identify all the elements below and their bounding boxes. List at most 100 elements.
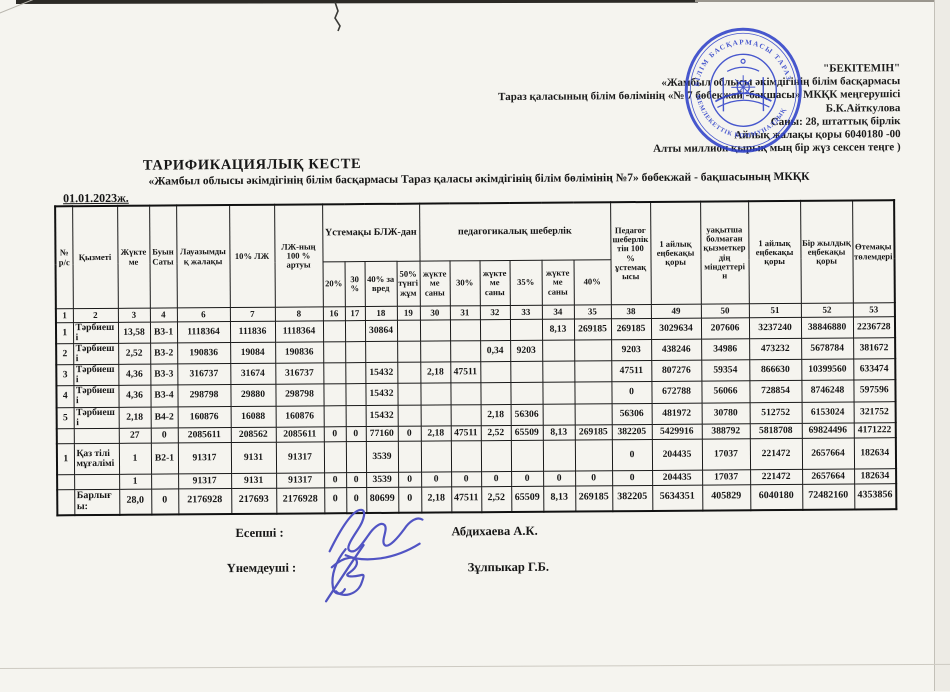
- table-cell: 633474: [853, 359, 895, 380]
- table-cell: Барлығы:: [74, 489, 119, 515]
- column-number-cell: 3: [118, 308, 150, 322]
- table-cell: 0: [346, 472, 366, 487]
- table-cell: [510, 362, 542, 383]
- column-number-cell: 50: [701, 304, 749, 318]
- table-cell: [450, 341, 480, 362]
- table-cell: 866630: [749, 360, 801, 382]
- table-cell: 9131: [231, 473, 276, 488]
- table-cell: 8,13: [543, 425, 575, 440]
- table-cell: 30780: [702, 402, 750, 423]
- table-cell: 1118364: [177, 322, 230, 344]
- table-cell: Тәрбиеші: [73, 322, 118, 343]
- table-cell: 15432: [365, 384, 397, 405]
- table-cell: 1: [119, 443, 151, 474]
- column-number-cell: 31: [450, 306, 480, 320]
- sub-header-cell: жүктеме саны: [542, 260, 574, 305]
- sub-header-cell: 30%: [345, 262, 365, 307]
- table-cell: 728854: [749, 381, 801, 403]
- table-cell: 217693: [231, 488, 276, 514]
- table-cell: 56306: [511, 404, 543, 425]
- economist-signature: [312, 541, 407, 606]
- official-seal-stamp-icon: БІЛІМ БАСҚАРМАСЫ ТАРАЗ МЕМЛЕКЕТТІК КОММУ…: [682, 25, 805, 156]
- approval-block: "БЕКІТЕМІН" «Жамбыл облысы әкімдігінің б…: [300, 62, 901, 159]
- table-cell: В3-2: [150, 343, 177, 364]
- table-cell: 15432: [365, 363, 397, 384]
- table-cell: 15432: [366, 405, 398, 426]
- table-cell: 190836: [275, 342, 323, 363]
- table-cell: 0: [346, 426, 366, 441]
- column-number-cell: 19: [397, 306, 420, 320]
- table-cell: [450, 383, 480, 404]
- table-cell: 512752: [750, 402, 802, 424]
- table-cell: 9131: [231, 442, 276, 473]
- table-cell: 321752: [854, 401, 896, 422]
- table-cell: 3539: [366, 441, 398, 472]
- table-cell: 0: [575, 470, 612, 485]
- table-cell: 2176928: [178, 488, 231, 514]
- tariff-table: № р/с Қызметі Жүктеме Буын Саты Лауазымд…: [54, 199, 897, 516]
- table-cell: 31674: [230, 363, 275, 384]
- col-header-position: Қызметі: [72, 206, 118, 309]
- table-cell: 2176928: [276, 487, 324, 513]
- table-cell: [543, 440, 575, 471]
- table-cell: 91317: [276, 441, 324, 472]
- sub-header-cell: 40% за вред: [365, 261, 397, 306]
- table-cell: 807276: [651, 360, 701, 381]
- table-cell: 3539: [366, 472, 398, 487]
- column-number-cell: 6: [177, 308, 230, 322]
- table-cell: 0,34: [480, 341, 510, 362]
- column-number-cell: 34: [542, 305, 574, 319]
- column-number-cell: 51: [749, 303, 801, 317]
- table-cell: 91317: [178, 442, 231, 473]
- table-cell: 9203: [611, 340, 651, 361]
- sub-header-cell: 35%: [510, 260, 542, 305]
- table-cell: [575, 439, 612, 470]
- table-cell: 9203: [510, 340, 542, 361]
- table-cell: [451, 404, 481, 425]
- table-cell: Тәрбиеші: [73, 343, 118, 364]
- table-cell: 160876: [276, 405, 324, 426]
- table-cell: [397, 362, 420, 383]
- table-cell: [57, 474, 74, 489]
- table-cell: [574, 340, 611, 361]
- economist-name: Зұлпыкар Г.Б.: [468, 560, 549, 576]
- table-cell: 6040180: [750, 484, 802, 510]
- table-cell: 5: [57, 407, 74, 428]
- table-cell: 0: [421, 472, 451, 487]
- col-header-month-fund-1: 1 айлық еңбекақы қоры: [650, 202, 701, 305]
- col-header-ten-pct: 10% ЛЖ: [229, 205, 275, 308]
- table-cell: [345, 321, 365, 342]
- table-cell: 2: [56, 344, 73, 365]
- table-cell: 269185: [611, 318, 651, 339]
- table-cell: 298798: [177, 385, 230, 407]
- table-cell: 2,52: [481, 425, 511, 440]
- table-cell: [323, 321, 345, 342]
- table-cell: 182634: [854, 437, 896, 468]
- col-header-salary: Лауазымдық жалақы: [176, 205, 230, 308]
- col-header-year-fund: Бір жылдық еңбекақы қоры: [800, 200, 853, 303]
- table-cell: 0: [151, 428, 178, 443]
- column-number-cell: 16: [323, 307, 345, 321]
- table-cell: 2085611: [276, 426, 324, 441]
- table-cell: 91317: [178, 473, 231, 488]
- table-cell: [345, 342, 365, 363]
- table-cell: 2657664: [802, 438, 854, 469]
- table-cell: [574, 382, 611, 403]
- table-cell: [574, 361, 611, 382]
- col-header-num: № р/с: [55, 206, 73, 309]
- sub-header-cell: жүктеме саны: [480, 260, 510, 305]
- table-cell: 316737: [177, 364, 230, 386]
- table-cell: 0: [612, 439, 652, 470]
- table-cell: 672788: [651, 381, 701, 402]
- table-cell: 1: [56, 323, 73, 344]
- column-number-cell: 33: [510, 305, 542, 319]
- sub-header-cell: 20%: [323, 262, 345, 307]
- page-title: ТАРИФИКАЦИЯЛЫҚ КЕСТЕ: [143, 156, 362, 175]
- table-cell: [511, 440, 543, 471]
- table-cell: 0: [398, 426, 421, 441]
- table-cell: 4171222: [854, 422, 896, 437]
- table-cell: 269185: [575, 485, 612, 511]
- svg-text:БІЛІМ БАСҚАРМАСЫ ТАРАЗ: БІЛІМ БАСҚАРМАСЫ ТАРАЗ: [692, 38, 793, 87]
- table-cell: [510, 383, 542, 404]
